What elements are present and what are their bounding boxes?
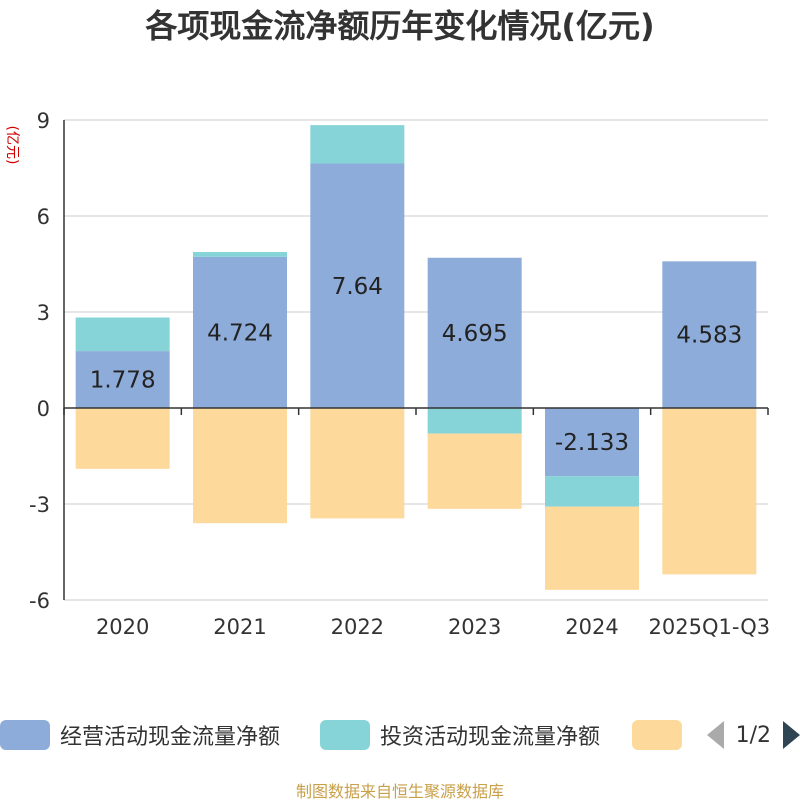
bar-series1-2022 [310, 163, 405, 408]
bar-series1-2023 [427, 257, 522, 408]
y-tick-label: 3 [37, 301, 50, 325]
y-axis-title: (亿元) [4, 126, 20, 165]
bar-series2-2022 [310, 125, 405, 164]
x-tick-label: 2021 [213, 615, 266, 639]
x-tick-label: 2023 [448, 615, 501, 639]
y-tick-label: 6 [37, 205, 50, 229]
legend-label-operating: 经营活动现金流量净额 [60, 725, 281, 750]
data-label-2024: -2.133 [555, 430, 629, 456]
bar-series1-2021 [193, 256, 287, 408]
legend-swatch-investing [320, 720, 370, 750]
pager-next-icon[interactable] [783, 721, 800, 749]
cash-flow-chart: -6 -3 0 3 6 9 (亿元) 1.778 4.724 7.64 4.695 -2.133 4.5… [4, 109, 771, 639]
source-note: 制图数据来自恒生聚源数据库 [295, 782, 504, 801]
bar-series2-2020 [75, 317, 170, 352]
bar-series2-2021 [193, 252, 287, 257]
data-label-2025Q1-Q3: 4.583 [676, 323, 742, 349]
bar-series3-2024 [545, 506, 639, 590]
bar-series3-2021 [193, 408, 287, 524]
pager-prev-icon[interactable] [706, 721, 724, 749]
x-tick-label: 2024 [565, 615, 618, 639]
data-label-2021: 4.724 [207, 320, 273, 346]
bar-series1-2020 [75, 351, 170, 408]
legend-swatch-financing [632, 720, 682, 750]
x-tick-label: 2025Q1-Q3 [649, 615, 771, 639]
legend-item-financing[interactable] [632, 720, 692, 750]
legend-label-investing: 投资活动现金流量净额 [380, 725, 601, 750]
legend-item-operating[interactable]: 经营活动现金流量净额 [0, 720, 280, 750]
bar-series1-2025Q1-Q3 [662, 261, 757, 408]
data-label-2023: 4.695 [442, 321, 508, 347]
bar-series3-2020 [75, 408, 170, 469]
chart-title: 各项现金流净额历年变化情况(亿元) [145, 7, 655, 45]
bar-series2-2024 [545, 476, 639, 507]
legend-pager: 1/2 [706, 720, 800, 750]
y-tick-label: 9 [37, 109, 50, 133]
bar-series1-2024 [545, 408, 639, 477]
data-label-2020: 1.778 [90, 368, 156, 394]
bar-series3-2022 [310, 408, 405, 519]
y-tick-label: -3 [29, 493, 50, 517]
legend: 经营活动现金流量净额 投资活动现金流量净额 1/2 [0, 714, 800, 758]
pager-page-text: 1/2 [735, 722, 771, 748]
x-tick-label: 2020 [96, 615, 149, 639]
bar-series3-2025Q1-Q3 [662, 408, 757, 575]
bar-series3-2023 [427, 433, 522, 509]
data-label-2022: 7.64 [332, 274, 383, 300]
bar-series2-2023 [427, 408, 522, 434]
y-tick-label: 0 [37, 397, 50, 421]
legend-item-investing[interactable]: 投资活动现金流量净额 [320, 720, 600, 750]
y-tick-label: -6 [29, 589, 50, 613]
x-tick-label: 2022 [331, 615, 384, 639]
legend-swatch-operating [0, 720, 50, 750]
